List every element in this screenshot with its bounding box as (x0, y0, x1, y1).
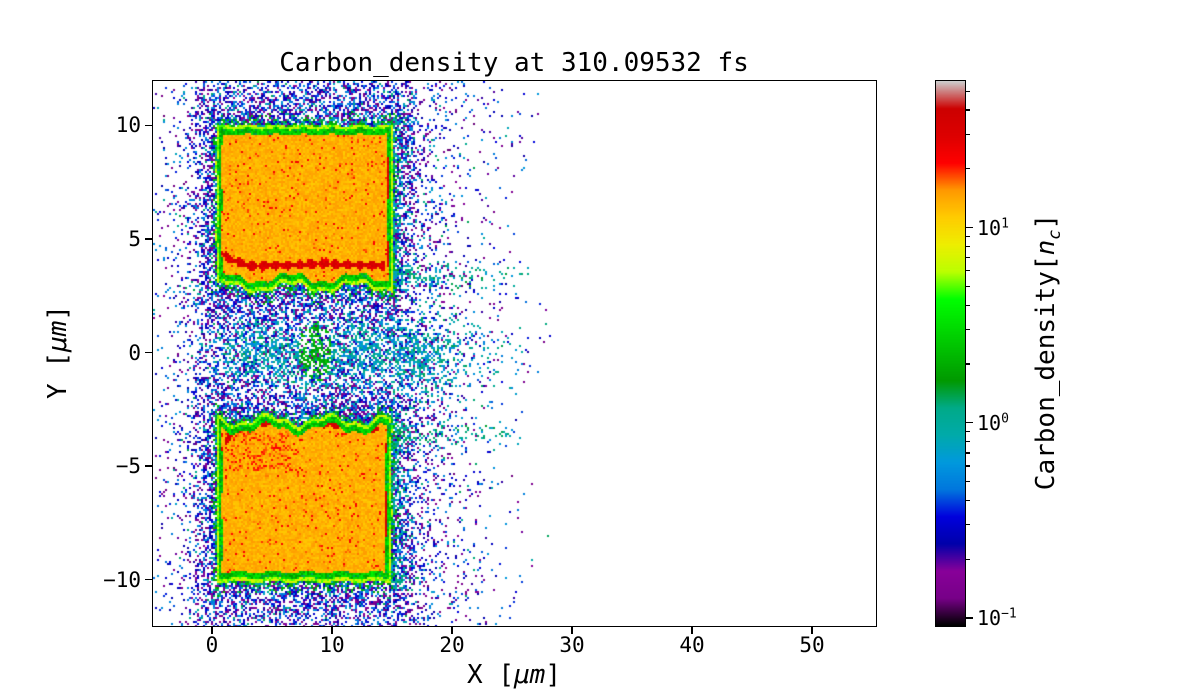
tick-mark (966, 90, 970, 92)
y-tick-label: −5 (115, 454, 141, 479)
colorbar-tick-label: 100 (977, 411, 1009, 435)
tick-mark (966, 235, 970, 238)
y-tick-label: 10 (115, 113, 141, 138)
y-tick-label: −10 (103, 567, 141, 592)
x-axis-label-suffix: ] (545, 660, 561, 690)
colorbar-tick-base: 10 (977, 410, 1002, 435)
y-tick-label: 5 (128, 226, 141, 251)
tick-mark (145, 578, 152, 581)
y-axis-label-suffix: ] (43, 305, 73, 321)
colorbar-tick-label: 101 (977, 216, 1009, 240)
tick-mark (966, 109, 970, 111)
tick-mark (966, 465, 970, 467)
tick-mark (966, 441, 970, 443)
tick-mark (966, 270, 970, 272)
tick-mark (966, 499, 970, 501)
tick-mark (966, 329, 970, 331)
tick-mark (966, 452, 970, 454)
tick-mark (966, 524, 970, 526)
y-tick-label: 0 (128, 340, 141, 365)
x-tick-label: 10 (319, 633, 345, 657)
tick-mark (966, 617, 973, 619)
tick-mark (966, 245, 970, 248)
colorbar-gradient (936, 81, 965, 626)
tick-mark (966, 304, 970, 306)
tick-mark (451, 627, 453, 634)
y-axis-label-math: μm (43, 320, 73, 352)
colorbar-label-suffix: ] (1030, 213, 1061, 230)
plot-title: Carbon_density at 310.09532 fs (279, 48, 749, 78)
tick-mark (145, 465, 152, 467)
tick-mark (966, 558, 970, 560)
tick-mark (966, 168, 970, 170)
colorbar-label-subscript: c (1045, 229, 1066, 240)
y-axis-label: Y [μm] (43, 305, 73, 399)
x-axis-label-math: μm (514, 660, 546, 690)
tick-mark (571, 627, 573, 634)
tick-mark (966, 257, 970, 259)
tick-mark (966, 226, 973, 229)
x-tick-label: 0 (205, 633, 219, 657)
tick-mark (211, 627, 213, 634)
tick-mark (811, 627, 813, 634)
tick-mark (145, 351, 152, 354)
x-tick-label: 30 (559, 633, 585, 657)
tick-mark (966, 285, 970, 287)
colorbar-tick-base: 10 (977, 215, 1002, 240)
x-tick-label: 40 (679, 633, 705, 657)
x-axis-label: X [μm] (467, 660, 561, 690)
heatmap-canvas (153, 81, 876, 626)
colorbar-label: Carbon_density[nc] (1031, 214, 1065, 490)
colorbar-label-math: n (1030, 239, 1061, 256)
x-tick-label: 50 (799, 633, 825, 657)
colorbar-label-prefix: Carbon_density[ (1030, 255, 1061, 491)
colorbar-tick-exponent: 1 (1001, 215, 1009, 231)
tick-mark (966, 421, 973, 424)
tick-mark (966, 363, 970, 365)
tick-mark (331, 627, 333, 634)
tick-mark (966, 133, 970, 135)
colorbar-tick-exponent: −1 (1001, 606, 1017, 622)
colorbar (935, 80, 966, 627)
colorbar-tick-label: 10−1 (977, 606, 1017, 630)
tick-mark (691, 627, 693, 634)
colorbar-tick-exponent: 0 (1001, 411, 1009, 427)
x-tick-label: 20 (439, 633, 465, 657)
colorbar-tick-base: 10 (977, 605, 1002, 630)
tick-mark (145, 238, 152, 240)
tick-mark (966, 431, 970, 433)
tick-mark (145, 124, 152, 127)
tick-mark (966, 480, 970, 483)
plot-area (152, 80, 877, 627)
x-axis-label-prefix: X [ (467, 660, 514, 690)
y-axis-label-prefix: Y [ (43, 352, 73, 399)
